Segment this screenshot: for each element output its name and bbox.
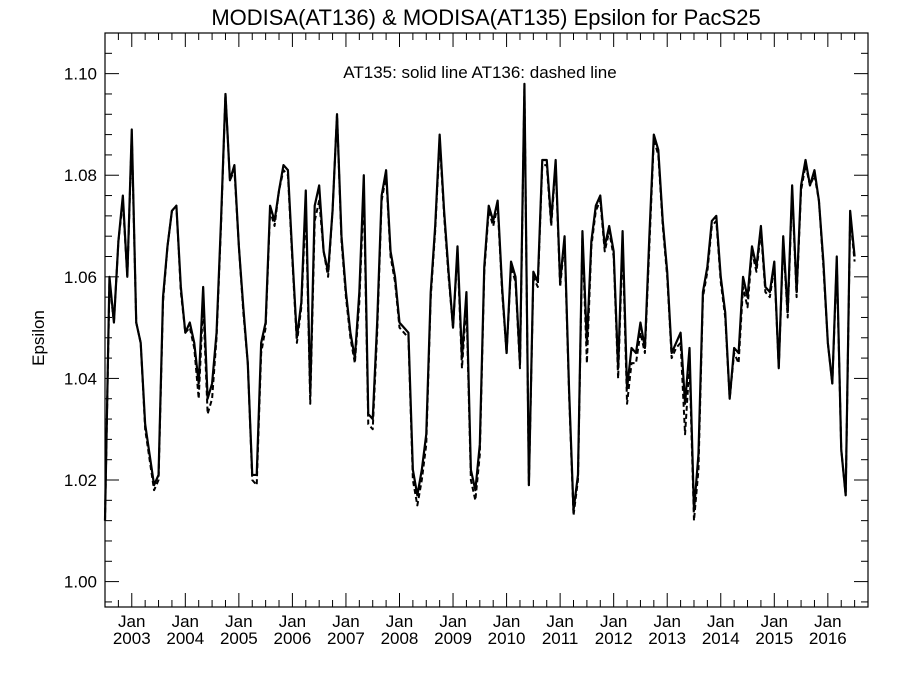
- x-tick-year-label: 2010: [488, 629, 526, 648]
- x-tick-year-label: 2007: [327, 629, 365, 648]
- x-tick-month-label: Jan: [172, 612, 199, 631]
- plot-layer: 1.001.021.041.061.081.10Jan2003Jan2004Ja…: [64, 33, 869, 648]
- plot-frame: [104, 32, 869, 608]
- x-tick-month-label: Jan: [279, 612, 306, 631]
- x-tick-month-label: Jan: [118, 612, 145, 631]
- x-tick-year-label: 2011: [542, 629, 579, 648]
- x-tick-month-label: Jan: [761, 612, 788, 631]
- x-tick-month-label: Jan: [439, 612, 466, 631]
- x-tick-year-label: 2008: [381, 629, 419, 648]
- x-tick-year-label: 2003: [113, 629, 151, 648]
- chart-annotation: AT135: solid line AT136: dashed line: [343, 63, 616, 82]
- chart-title: MODISA(AT136) & MODISA(AT135) Epsilon fo…: [211, 5, 760, 30]
- series-line-at135: [103, 82, 856, 521]
- y-tick-label: 1.08: [64, 166, 97, 185]
- x-tick-year-label: 2014: [702, 629, 740, 648]
- y-axis-label: Epsilon: [29, 310, 48, 366]
- y-tick-label: 1.02: [64, 471, 97, 490]
- x-tick-month-label: Jan: [707, 612, 734, 631]
- x-tick-month-label: Jan: [814, 612, 841, 631]
- x-tick-year-label: 2015: [755, 629, 793, 648]
- x-tick-year-label: 2006: [273, 629, 311, 648]
- x-tick-month-label: Jan: [546, 612, 573, 631]
- x-tick-month-label: Jan: [225, 612, 252, 631]
- y-tick-label: 1.10: [64, 65, 97, 84]
- x-tick-month-label: Jan: [386, 612, 413, 631]
- x-tick-year-label: 2013: [648, 629, 686, 648]
- x-tick-month-label: Jan: [653, 612, 680, 631]
- x-tick-year-label: 2012: [595, 629, 633, 648]
- x-tick-year-label: 2005: [220, 629, 258, 648]
- y-tick-label: 1.06: [64, 268, 97, 287]
- x-tick-month-label: Jan: [600, 612, 627, 631]
- x-tick-month-label: Jan: [493, 612, 520, 631]
- x-tick-year-label: 2004: [166, 629, 204, 648]
- x-tick-year-label: 2009: [434, 629, 472, 648]
- x-tick-year-label: 2016: [809, 629, 847, 648]
- y-tick-label: 1.04: [64, 369, 97, 388]
- y-tick-label: 1.00: [64, 573, 97, 592]
- x-tick-month-label: Jan: [332, 612, 359, 631]
